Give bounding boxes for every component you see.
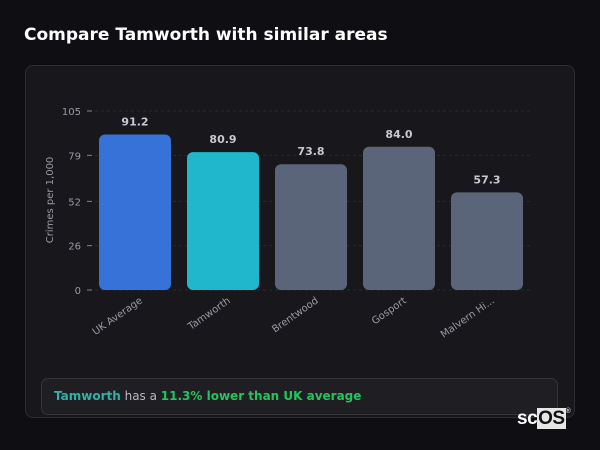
- y-tick-label: 105: [62, 107, 81, 118]
- bar-gosport: [363, 146, 435, 290]
- bar-malvern-hi-: [451, 192, 523, 290]
- insight-box: Tamworth has a 11.3% lower than UK avera…: [41, 378, 558, 415]
- x-tick-label: UK Average: [91, 295, 145, 337]
- insight-text: has a: [120, 389, 161, 403]
- bar-brentwood: [275, 164, 347, 290]
- bar-value-label: 84.0: [385, 128, 412, 141]
- bar-value-label: 57.3: [473, 173, 500, 186]
- bar-value-label: 80.9: [209, 133, 236, 146]
- x-tick-label: Gosport: [370, 295, 409, 327]
- bar-tamworth: [187, 152, 259, 290]
- y-axis-label: Crimes per 1,000: [45, 157, 56, 244]
- bar-value-label: 91.2: [121, 116, 148, 129]
- x-tick-label: Brentwood: [270, 295, 320, 335]
- x-tick-label: Malvern Hi...: [439, 295, 497, 340]
- y-tick-label: 79: [68, 151, 81, 162]
- page-title: Compare Tamworth with similar areas: [24, 25, 388, 45]
- y-tick-label: 0: [75, 286, 81, 297]
- bar-uk-average: [99, 134, 171, 290]
- scos-logo: scOS®: [517, 408, 571, 429]
- y-tick-label: 52: [68, 197, 81, 208]
- x-tick-label: Tamworth: [185, 295, 232, 333]
- bar-value-label: 73.8: [297, 145, 324, 158]
- insight-highlight: 11.3% lower than UK average: [160, 389, 362, 403]
- y-tick-label: 26: [68, 242, 81, 253]
- insight-area: Tamworth: [54, 389, 121, 403]
